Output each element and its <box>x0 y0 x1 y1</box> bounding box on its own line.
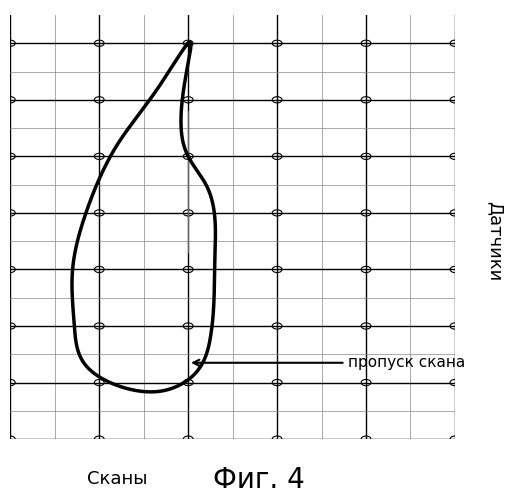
Text: Фиг. 4: Фиг. 4 <box>212 466 305 494</box>
Text: пропуск скана: пропуск скана <box>193 355 465 370</box>
Text: Датчики: Датчики <box>486 201 504 281</box>
Text: Сканы: Сканы <box>87 470 147 488</box>
